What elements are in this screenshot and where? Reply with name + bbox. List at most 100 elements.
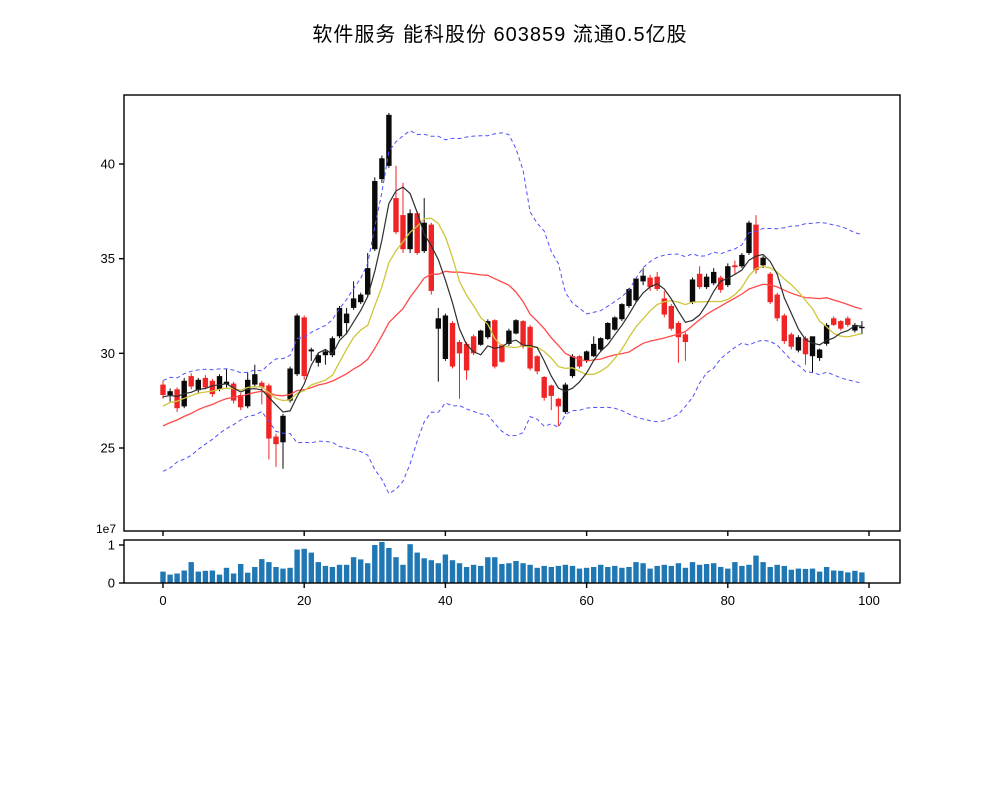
volume-bar xyxy=(216,574,223,583)
candle-body-down xyxy=(449,323,456,367)
candle-body-down xyxy=(209,380,216,395)
volume-bar xyxy=(463,567,470,583)
candle-body-down xyxy=(160,384,166,395)
volume-bar xyxy=(555,565,562,583)
volume-bar xyxy=(739,565,745,583)
candle-body-up xyxy=(365,268,371,295)
candle-body-up xyxy=(315,355,321,363)
candle-body-down xyxy=(541,377,547,398)
candle-body-down xyxy=(238,395,244,408)
volume-bar xyxy=(322,565,329,583)
volume-bar xyxy=(682,567,689,583)
candle-body-up xyxy=(308,349,314,352)
volume-bar xyxy=(605,567,611,583)
volume-bar xyxy=(647,568,653,583)
candle-body-up xyxy=(760,257,766,266)
candle-body-down xyxy=(774,294,780,319)
volume-bar xyxy=(174,573,180,583)
candle-body-up xyxy=(195,379,201,391)
volume-bar xyxy=(365,563,371,583)
candle-body-up xyxy=(386,114,392,166)
volume-bar xyxy=(788,569,794,583)
volume-bar xyxy=(160,571,166,583)
candle-body-up xyxy=(287,368,293,401)
volume-bar xyxy=(259,559,265,583)
volume-bar xyxy=(809,568,816,583)
candle-body-down xyxy=(492,320,498,367)
candle-body-up xyxy=(626,289,632,306)
candle-body-down xyxy=(266,385,272,439)
candle-body-up xyxy=(322,351,329,356)
candle-body-down xyxy=(845,318,851,325)
candle-body-down xyxy=(259,382,265,388)
candle-body-down xyxy=(188,376,194,387)
candle-body-up xyxy=(294,315,300,375)
ma20-line xyxy=(162,270,863,427)
volume-bar xyxy=(167,574,173,583)
volume-bar xyxy=(576,568,583,583)
volume-bar xyxy=(633,562,639,583)
volume-bar xyxy=(520,563,526,583)
x-axis-tick-label: 40 xyxy=(438,593,452,608)
volume-bar xyxy=(626,567,632,583)
x-axis-tick-label: 20 xyxy=(297,593,311,608)
candle-body-up xyxy=(583,351,590,361)
volume-bar xyxy=(718,567,724,583)
volume-bar xyxy=(795,568,802,583)
candle-body-down xyxy=(838,321,844,329)
volume-bar xyxy=(188,562,194,583)
candle-body-up xyxy=(167,391,173,395)
x-axis-tick-label: 100 xyxy=(858,593,880,608)
candle-body-up xyxy=(223,381,230,385)
candle-body-down xyxy=(647,277,653,288)
candle-body-down xyxy=(654,276,660,289)
x-axis-tick-label: 60 xyxy=(579,593,593,608)
volume-y-tick-label: 0 xyxy=(108,576,115,591)
volume-bar xyxy=(513,561,519,583)
volume-bar xyxy=(506,563,512,583)
volume-bar xyxy=(386,548,392,583)
volume-bar xyxy=(499,564,505,583)
volume-bar xyxy=(732,562,738,583)
volume-bar xyxy=(838,570,844,583)
volume-bar xyxy=(831,570,837,583)
volume-bar xyxy=(640,563,646,583)
y-axis-tick-label: 40 xyxy=(101,157,115,172)
candle-body-up xyxy=(859,326,865,329)
candle-body-up xyxy=(280,415,286,443)
volume-bar xyxy=(823,567,830,583)
volume-bar xyxy=(202,570,209,583)
candle-body-down xyxy=(718,277,724,290)
volume-bar xyxy=(774,564,780,583)
volume-bar xyxy=(230,573,237,583)
candle-body-down xyxy=(668,306,674,329)
volume-bar xyxy=(753,555,759,583)
x-axis-tick-label: 80 xyxy=(721,593,735,608)
candle-body-up xyxy=(612,317,618,330)
ma10-line xyxy=(162,217,863,407)
candle-body-down xyxy=(661,298,667,315)
volume-bar xyxy=(329,567,336,583)
bollinger-upper-line xyxy=(162,130,863,382)
volume-bar xyxy=(308,552,314,583)
volume-panel-border xyxy=(123,539,901,584)
volume-bar xyxy=(266,562,272,583)
volume-bar xyxy=(746,564,752,583)
candle-body-up xyxy=(569,356,576,377)
candle-body-up xyxy=(703,276,710,288)
candle-body-down xyxy=(767,273,773,303)
candle-body-down xyxy=(675,323,682,338)
x-axis-tick-label: 0 xyxy=(159,593,166,608)
candle-body-up xyxy=(372,181,378,250)
candle-body-down xyxy=(753,224,759,270)
candle-body-up xyxy=(485,321,491,338)
candle-body-down xyxy=(456,342,463,354)
volume-bar xyxy=(760,562,766,583)
axes-layer: 25 30 35 40 0 1 1e7 0 20 40 60 80 100 xyxy=(96,94,901,608)
candle-body-up xyxy=(252,374,258,385)
volume-bar xyxy=(675,563,682,583)
chart-title: 软件服务 能科股份 603859 流通0.5亿股 xyxy=(312,24,688,46)
ma5-line xyxy=(162,186,862,413)
